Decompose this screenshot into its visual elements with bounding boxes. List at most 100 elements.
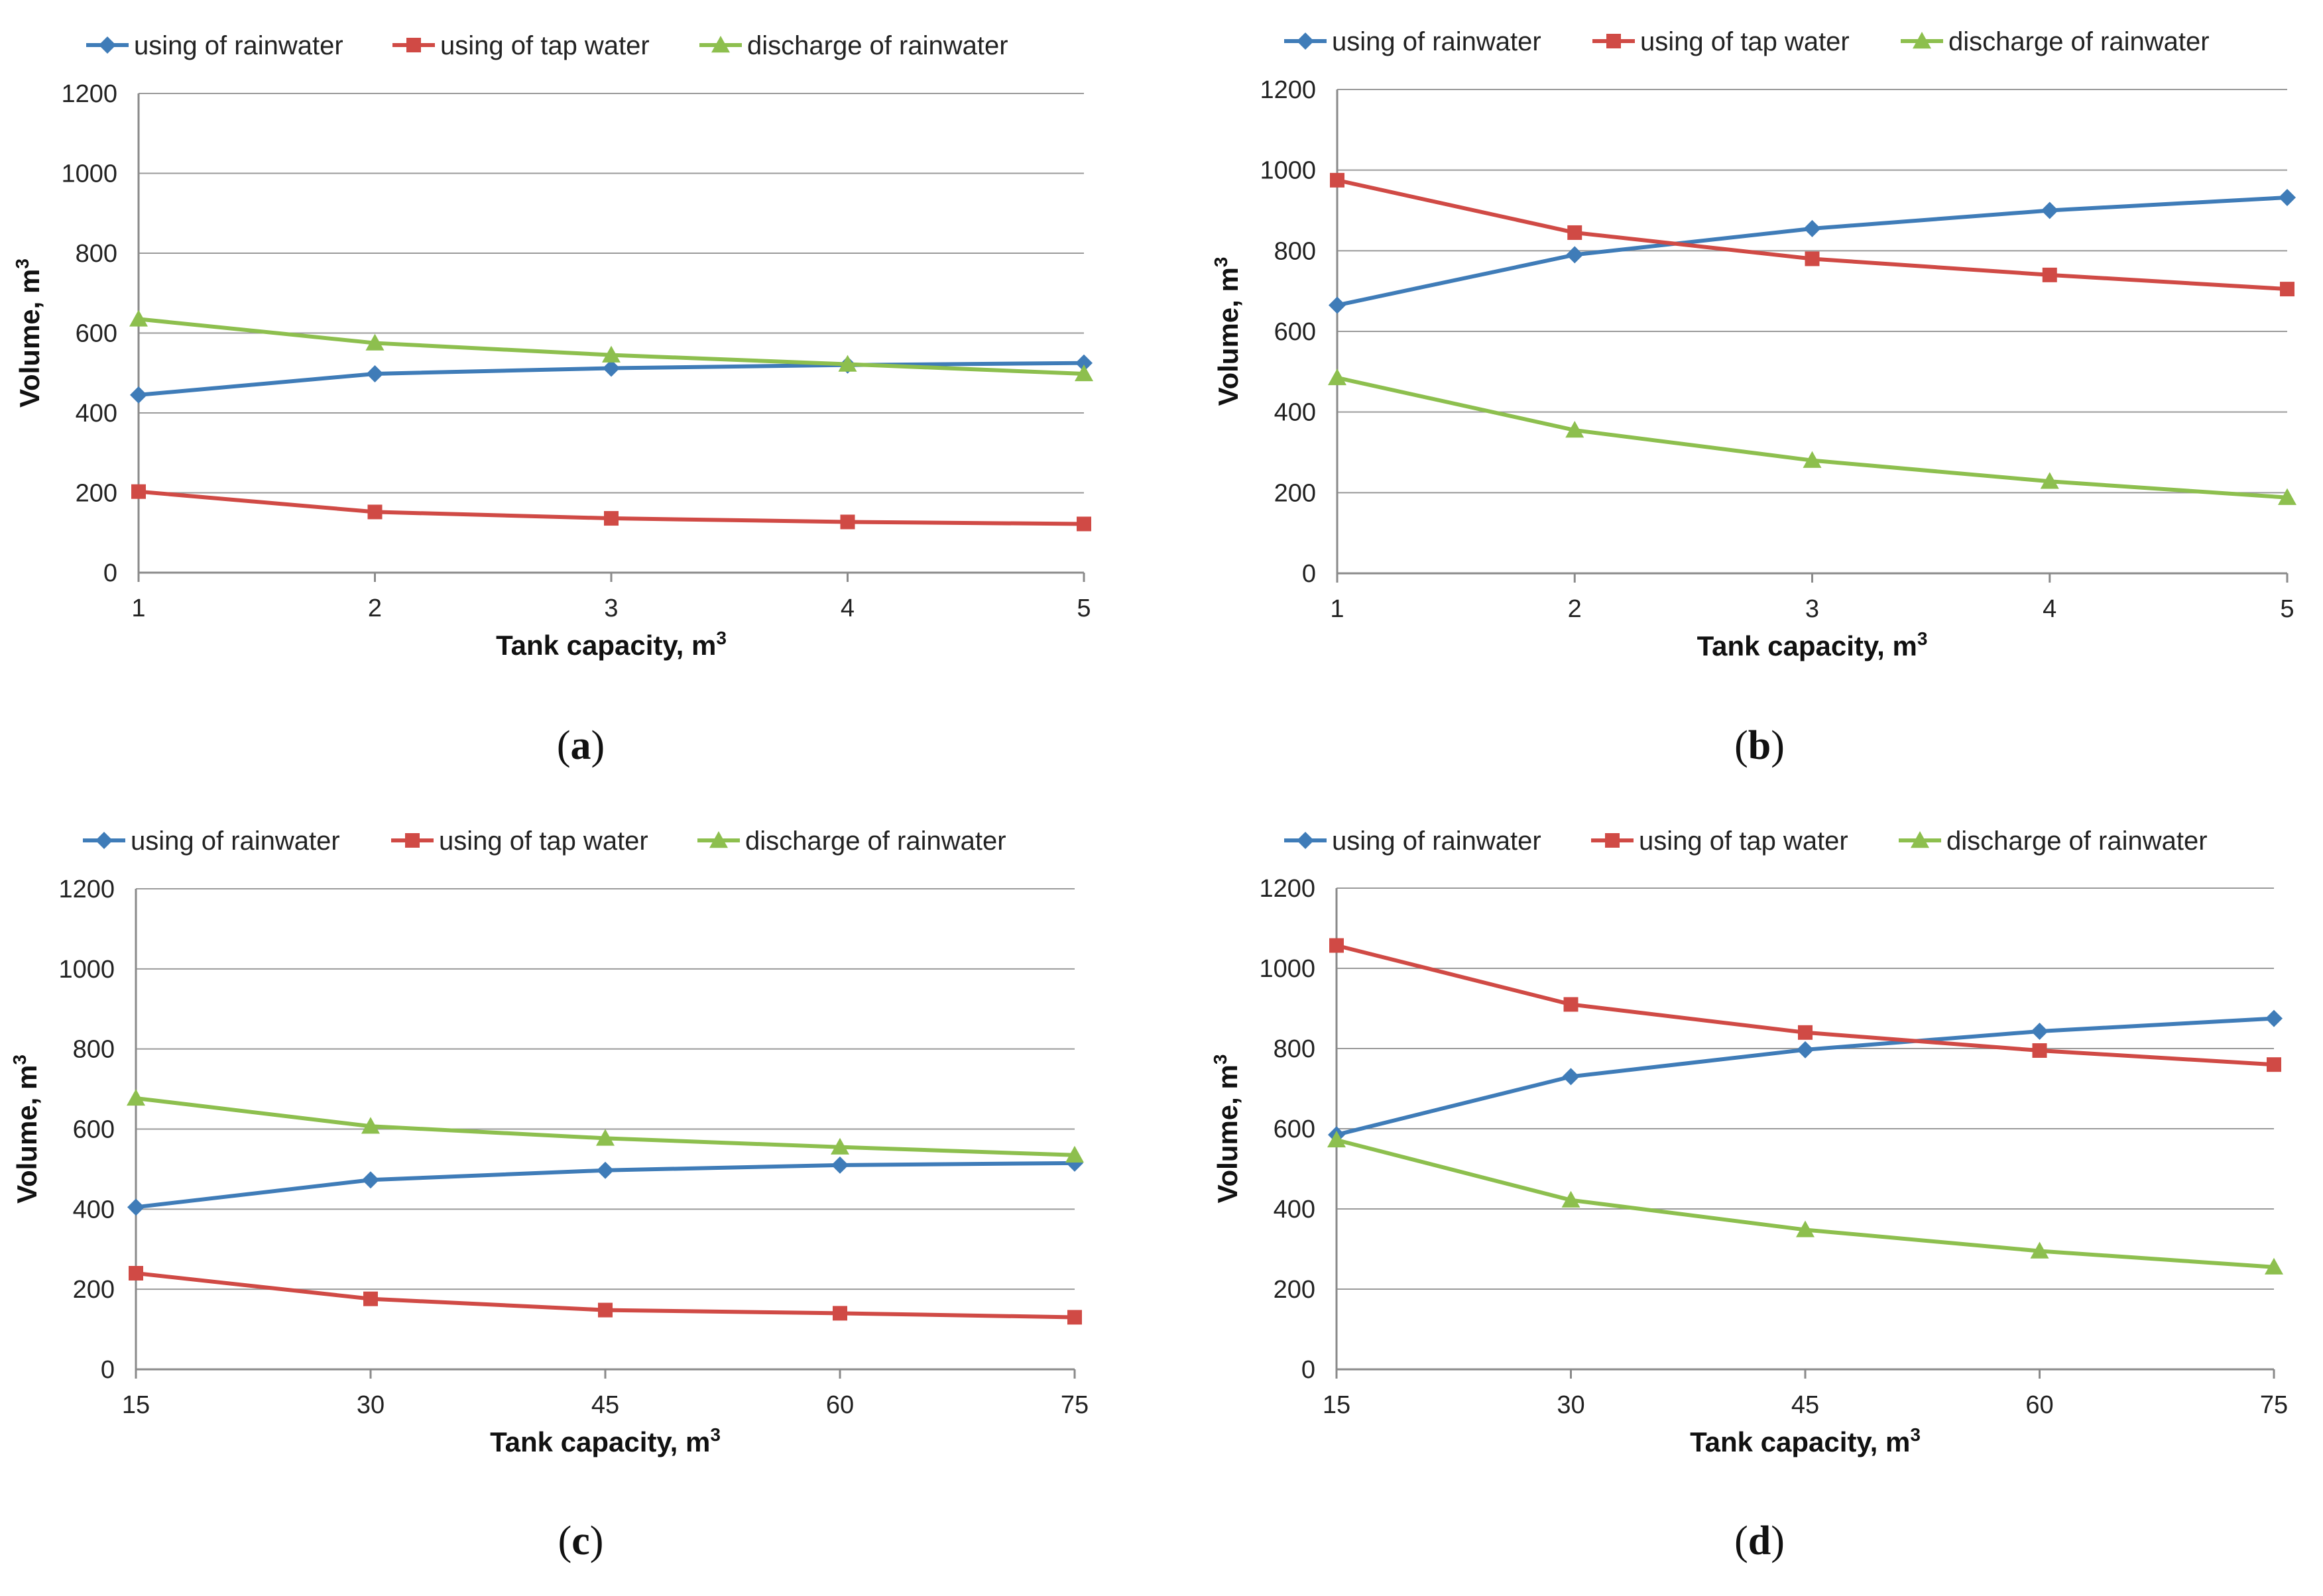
series-discharge-of-rainwater <box>1328 368 2296 505</box>
legend-marker <box>1605 833 1620 848</box>
data-point <box>1803 219 1821 237</box>
legend-item: discharge of rainwater <box>697 826 1006 856</box>
series-using-of-rainwater <box>127 1154 1083 1216</box>
x-tick-label: 3 <box>1805 595 1819 623</box>
y-tick-label: 0 <box>101 1356 115 1384</box>
data-point <box>833 1306 847 1321</box>
y-tick-label: 200 <box>1274 1276 1315 1304</box>
series-using-of-rainwater <box>1329 189 2296 314</box>
legend-label: using of rainwater <box>1332 27 1541 56</box>
x-tick-label: 15 <box>122 1391 150 1419</box>
y-axis-title-text: Volume, m <box>14 269 45 408</box>
legend-marker <box>1606 34 1621 48</box>
legend-label: using of tap water <box>439 826 648 856</box>
x-axis-title-superscript: 3 <box>1917 628 1928 649</box>
x-axis-title-text: Tank capacity, m <box>1697 630 1917 661</box>
legend-label: discharge of rainwater <box>1946 826 2208 856</box>
legend-item: discharge of rainwater <box>1899 826 2208 856</box>
legend-marker <box>405 833 420 848</box>
chart-panel-a: 0 200 400 600 800 1000 1200 1 2 3 4 5 Tank capacity,… <box>0 0 1162 798</box>
x-tick-label: 15 <box>1323 1391 1350 1419</box>
y-axis-title-superscript: 3 <box>1210 1054 1230 1065</box>
x-axis-title-superscript: 3 <box>716 628 727 648</box>
legend-label: using of tap water <box>1640 27 1850 56</box>
x-tick-label: 30 <box>357 1391 385 1419</box>
data-point <box>2265 1257 2283 1275</box>
data-point <box>2279 189 2296 207</box>
y-tick-label: 800 <box>1274 237 1316 265</box>
y-tick-label: 0 <box>1301 1356 1315 1384</box>
y-axis-title: Volume, m3 <box>12 258 45 408</box>
y-axis-title: Volume, m3 <box>1211 257 1244 406</box>
x-tick-label: 60 <box>2025 1391 2053 1419</box>
data-point <box>1567 225 1582 240</box>
series-using-of-tap-water <box>1329 938 2281 1072</box>
data-point <box>1566 246 1584 264</box>
x-tick-label: 1 <box>131 595 145 622</box>
caption-a: (a) <box>556 723 605 768</box>
data-point <box>1561 1190 1580 1208</box>
legend-item: using of rainwater <box>1284 27 1541 56</box>
x-tick-label: 4 <box>2043 595 2056 623</box>
chart-panel-d: 0 200 400 600 800 1000 1200 15 30 45 60 75 Tank capa… <box>1162 798 2323 1596</box>
data-point <box>1328 368 1346 386</box>
x-tick-label: 45 <box>591 1391 619 1419</box>
data-point <box>1075 354 1093 372</box>
series-discharge-of-rainwater <box>1327 1130 2283 1275</box>
data-point <box>1327 1130 1346 1148</box>
x-axis-title: Tank capacity, m3 <box>496 628 727 661</box>
y-tick-label: 600 <box>73 1116 115 1144</box>
y-axis-title: Volume, m3 <box>9 1054 42 1204</box>
data-point <box>363 1291 378 1306</box>
chart-a-svg: 0 200 400 600 800 1000 1200 1 2 3 4 5 Tank capacity,… <box>12 31 1093 661</box>
y-axis-title: Volume, m3 <box>1210 1054 1243 1204</box>
x-tick-label: 1 <box>1330 595 1344 623</box>
x-tick-label: 45 <box>1791 1391 1819 1419</box>
y-tick-label: 0 <box>103 559 117 587</box>
y-tick-label: 800 <box>1274 1035 1315 1063</box>
series-using-of-tap-water <box>1330 172 2294 297</box>
legend-marker <box>1297 832 1314 849</box>
data-point <box>367 504 383 520</box>
caption-d: (d) <box>1734 1518 1785 1564</box>
data-point <box>2032 1043 2047 1058</box>
legend-label: using of rainwater <box>134 31 343 60</box>
data-point <box>1329 296 1346 314</box>
y-tick-label: 1000 <box>1260 157 1316 185</box>
x-tick-label: 5 <box>1077 595 1091 622</box>
data-point <box>597 1161 614 1179</box>
x-axis-title: Tank capacity, m3 <box>1697 628 1928 661</box>
y-tick-label: 1000 <box>1259 955 1315 983</box>
series-line <box>1337 376 2288 500</box>
legend-marker <box>1913 32 1931 49</box>
chart-panel-b: 0 200 400 600 800 1000 1200 1 2 3 4 5 Tank capacity,… <box>1162 0 2323 798</box>
legend-marker <box>709 831 728 848</box>
y-tick-label: 1000 <box>58 956 115 984</box>
x-tick-label: 4 <box>841 595 855 622</box>
legend-marker <box>406 38 421 52</box>
series-discharge-of-rainwater <box>129 310 1093 382</box>
y-tick-label: 800 <box>76 240 117 268</box>
data-point <box>2030 1241 2049 1259</box>
legend-marker <box>99 36 116 54</box>
series-using-of-tap-water <box>131 484 1091 532</box>
legend-label: discharge of rainwater <box>747 31 1008 60</box>
chart-c-svg: 0 200 400 600 800 1000 1200 15 30 45 60 75 Tank capa… <box>9 826 1089 1457</box>
data-point <box>1803 451 1822 468</box>
legend-item: discharge of rainwater <box>699 31 1008 60</box>
data-point <box>2278 488 2296 505</box>
legend-item: using of tap water <box>391 826 648 856</box>
data-point <box>602 345 621 363</box>
data-point <box>366 365 384 382</box>
x-tick-label: 60 <box>826 1391 854 1419</box>
data-point <box>1565 421 1584 438</box>
data-point <box>603 359 620 377</box>
y-tick-label: 400 <box>76 400 117 428</box>
data-point <box>1067 1310 1082 1325</box>
x-axis-title-text: Tank capacity, m <box>490 1426 710 1457</box>
data-point <box>2040 472 2059 489</box>
y-tick-label: 600 <box>76 320 117 348</box>
data-point <box>840 514 855 530</box>
data-point <box>1796 1220 1815 1237</box>
y-tick-label: 1200 <box>61 80 117 108</box>
